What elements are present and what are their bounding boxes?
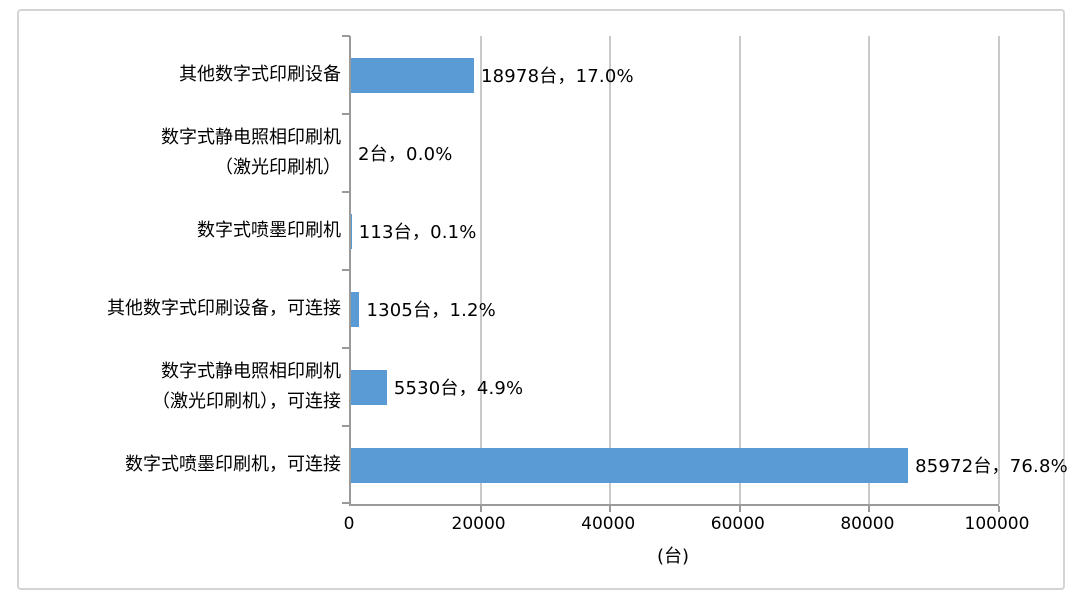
bar-row: 2台，0.0% [351, 114, 999, 192]
category-axis-tick [342, 502, 350, 504]
category-label: 数字式静电照相印刷机 （激光印刷机），可连接 [152, 361, 341, 412]
x-tick-label: 80000 [840, 514, 895, 534]
value-axis-tick [609, 506, 612, 512]
bar [351, 57, 474, 93]
bar [351, 369, 387, 405]
bar-row: 5530台，4.9% [351, 348, 999, 426]
category-axis-tick [342, 35, 350, 37]
data-label: 113台，0.1% [358, 222, 477, 243]
category-label: 其他数字式印刷设备，可连接 [107, 298, 341, 319]
x-tick-label: 40000 [581, 514, 636, 534]
value-axis-tick [738, 506, 741, 512]
data-label: 5530台，4.9% [393, 378, 524, 399]
bar-row: 18978台，17.0% [351, 36, 999, 114]
data-label: 85972台，76.8% [915, 456, 1068, 477]
data-label: 2台，0.0% [358, 144, 453, 165]
category-label: 其他数字式印刷设备 [179, 64, 341, 85]
bar [351, 213, 352, 249]
data-label: 18978台，17.0% [480, 66, 634, 87]
bar-row: 113台，0.1% [351, 192, 999, 270]
category-label: 数字式静电照相印刷机 （激光印刷机） [161, 127, 341, 178]
gridline [479, 36, 482, 504]
x-tick-label: 100000 [964, 514, 1030, 534]
x-axis-title: (台) [656, 546, 690, 567]
category-label: 数字式喷墨印刷机 [197, 220, 341, 241]
x-tick-label: 0 [343, 514, 355, 534]
category-axis-tick [342, 113, 350, 115]
gridline [738, 36, 741, 504]
category-axis-labels: 其他数字式印刷设备 数字式静电照相印刷机 （激光印刷机） 数字式喷墨印刷机 其他… [41, 36, 341, 504]
gridline [609, 36, 612, 504]
plot-area: 18978台，17.0% 2台，0.0% 113台，0.1% 1305台，1.2… [342, 35, 1068, 512]
x-tick-label: 60000 [710, 514, 765, 534]
value-axis-tick [868, 506, 871, 512]
bar-row: 1305台，1.2% [351, 270, 999, 348]
category-label: 数字式喷墨印刷机，可连接 [125, 454, 341, 475]
value-axis-tick [479, 506, 482, 512]
value-axis-labels: 0 20000 40000 60000 80000 100000 [344, 514, 1030, 538]
category-axis-tick [342, 191, 350, 193]
bar-row: 85972台，76.8% [351, 426, 1068, 504]
value-axis-tick [998, 506, 1000, 512]
bar [351, 447, 909, 483]
gridline [868, 36, 871, 504]
data-label: 1305台，1.2% [366, 300, 496, 321]
category-axis-tick [342, 347, 350, 349]
category-axis-tick [342, 425, 350, 427]
gridline [998, 36, 1000, 504]
bar [351, 291, 360, 327]
chart-frame: 其他数字式印刷设备 数字式静电照相印刷机 （激光印刷机） 数字式喷墨印刷机 其他… [17, 9, 1068, 590]
x-tick-label: 20000 [451, 514, 506, 534]
category-axis-tick [342, 269, 350, 271]
